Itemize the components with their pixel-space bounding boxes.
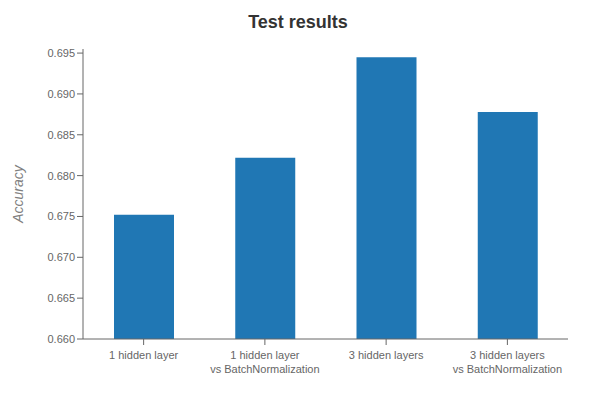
svg-text:0.660: 0.660 [47,333,75,345]
svg-text:Accuracy: Accuracy [10,164,26,224]
svg-text:1 hidden layer: 1 hidden layer [109,349,178,361]
svg-text:0.685: 0.685 [47,129,75,141]
svg-text:3 hidden layers: 3 hidden layers [349,349,424,361]
svg-text:0.695: 0.695 [47,47,75,59]
svg-text:0.675: 0.675 [47,210,75,222]
svg-text:0.680: 0.680 [47,170,75,182]
svg-text:0.690: 0.690 [47,88,75,100]
svg-text:0.665: 0.665 [47,292,75,304]
svg-text:1 hidden layervs BatchNormaliz: 1 hidden layervs BatchNormalization [210,349,319,375]
svg-text:0.670: 0.670 [47,251,75,263]
svg-text:3 hidden layersvs BatchNormali: 3 hidden layersvs BatchNormalization [453,349,562,375]
html-text:Test results: Test results [248,12,348,32]
